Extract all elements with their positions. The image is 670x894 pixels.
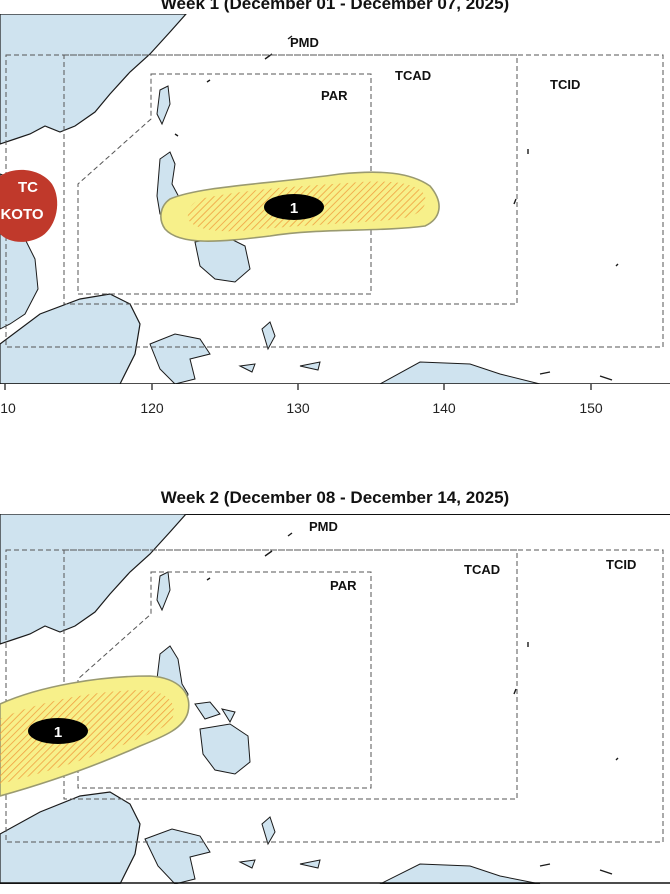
cyclone-cluster-hatch bbox=[0, 690, 174, 784]
pacific-islets bbox=[174, 35, 619, 381]
boundaries bbox=[5, 549, 664, 843]
tc-koto-marker bbox=[0, 169, 58, 242]
taiwan-island bbox=[156, 85, 171, 126]
par-boundary bbox=[77, 571, 372, 789]
cluster-badge bbox=[28, 718, 88, 744]
week1-map: 1 TC KOTO PMD TCAD TCID PAR bbox=[0, 14, 670, 384]
week1-lon-axis: 10 120 130 140 150 bbox=[0, 384, 603, 416]
tcid-label: TCID bbox=[606, 557, 636, 572]
maluku-islands bbox=[238, 321, 321, 373]
week2-title: Week 2 (December 08 - December 14, 2025) bbox=[160, 488, 510, 507]
borneo-landmass bbox=[0, 791, 141, 884]
tcid-label: TCID bbox=[550, 77, 580, 92]
pmd-label: PMD bbox=[290, 35, 319, 50]
week2-map-svg: 1 PMD TCAD TCID PAR bbox=[0, 514, 670, 884]
tcad-label: TCAD bbox=[395, 68, 431, 83]
tcad-boundary bbox=[63, 549, 518, 800]
cluster-id: 1 bbox=[54, 724, 62, 741]
week1-map-svg: 1 TC KOTO PMD TCAD TCID PAR bbox=[0, 14, 670, 384]
week1-title: Week 1 (December 01 - December 07, 2025) bbox=[160, 0, 510, 13]
lon-tick-label: 150 bbox=[579, 400, 603, 416]
par-boundary bbox=[77, 73, 372, 295]
sulawesi-island bbox=[144, 828, 211, 884]
week2-map: 1 PMD TCAD TCID PAR bbox=[0, 514, 670, 884]
tcad-boundary bbox=[63, 54, 518, 305]
china-landmass bbox=[0, 14, 187, 145]
pmd-label: PMD bbox=[309, 519, 338, 534]
borneo-landmass bbox=[0, 293, 141, 384]
lon-tick-label: 10 bbox=[0, 400, 16, 416]
tc-label-line1: TC bbox=[18, 179, 38, 196]
tc-label-line2: KOTO bbox=[0, 206, 43, 223]
pacific-islets bbox=[206, 532, 619, 875]
maluku-islands bbox=[238, 816, 321, 869]
tcad-label: TCAD bbox=[464, 562, 500, 577]
par-label: PAR bbox=[330, 578, 357, 593]
lon-tick-label: 140 bbox=[432, 400, 456, 416]
new-guinea-landmass bbox=[379, 361, 541, 384]
cluster-id: 1 bbox=[290, 200, 298, 217]
cluster-badge bbox=[264, 194, 324, 220]
lon-tick-label: 120 bbox=[140, 400, 164, 416]
par-label: PAR bbox=[321, 88, 348, 103]
taiwan-island bbox=[156, 571, 171, 612]
mindanao-island bbox=[199, 723, 251, 775]
china-landmass bbox=[0, 514, 187, 645]
lon-tick-label: 130 bbox=[286, 400, 310, 416]
new-guinea-landmass bbox=[379, 863, 541, 884]
tcid-boundary bbox=[5, 549, 664, 843]
visayas-islands bbox=[194, 701, 236, 724]
